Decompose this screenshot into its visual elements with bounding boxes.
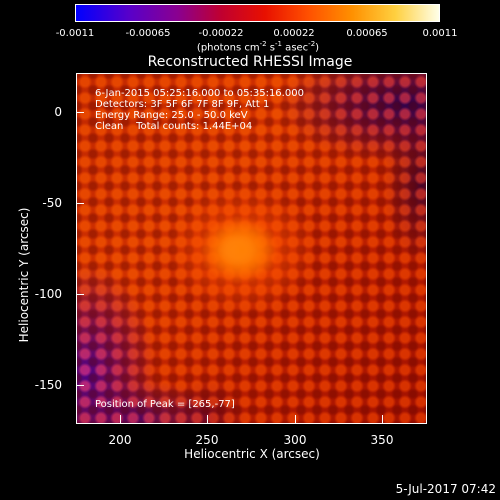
colorbar-units: (photons cm-2 s-1 asec-2) [196,40,320,54]
rhessi-image: 6-Jan-2015 05:25:16.000 to 05:35:16.000 … [76,73,427,424]
y-tick-mark [76,112,84,113]
x-tick-label: 200 [108,433,132,447]
colorbar-tick: -0.00022 [198,28,244,39]
x-tick-mark [295,415,296,423]
x-tick-label: 350 [370,433,394,447]
y-axis-label: Heliocentric Y (arcsec) [17,207,31,343]
y-tick-label: -100 [34,287,62,301]
flare-source [77,74,426,423]
colorbar [75,4,440,22]
y-tick-label: -50 [42,196,62,210]
colorbar-tick: 0.0011 [422,28,458,39]
x-tick-label: 300 [283,433,307,447]
y-tick-mark [76,294,84,295]
colorbar-tick: 0.00065 [346,28,388,39]
x-tick-mark [382,415,383,423]
x-tick-label: 250 [195,433,219,447]
colorbar-tick: -0.0011 [55,28,95,39]
detectors: Detectors: 3F 5F 6F 7F 8F 9F, Att 1 [95,99,270,110]
peak-position: Position of Peak = [265,-77] [95,399,235,410]
clean-counts: Clean Total counts: 1.44E+04 [95,121,253,132]
y-tick-mark [76,203,84,204]
energy-range: Energy Range: 25.0 - 50.0 keV [95,110,248,121]
generation-date: 5-Jul-2017 07:42 [395,482,496,496]
time-range: 6-Jan-2015 05:25:16.000 to 05:35:16.000 [95,88,304,99]
colorbar-tick: 0.00022 [273,28,315,39]
x-tick-mark [120,415,121,423]
x-axis-label: Heliocentric X (arcsec) [184,447,320,461]
y-tick-label: 0 [54,105,62,119]
y-tick-mark [76,385,84,386]
x-tick-mark [207,415,208,423]
image-title: Reconstructed RHESSI Image [147,54,353,70]
y-tick-label: -150 [34,378,62,392]
colorbar-tick: -0.00065 [125,28,171,39]
